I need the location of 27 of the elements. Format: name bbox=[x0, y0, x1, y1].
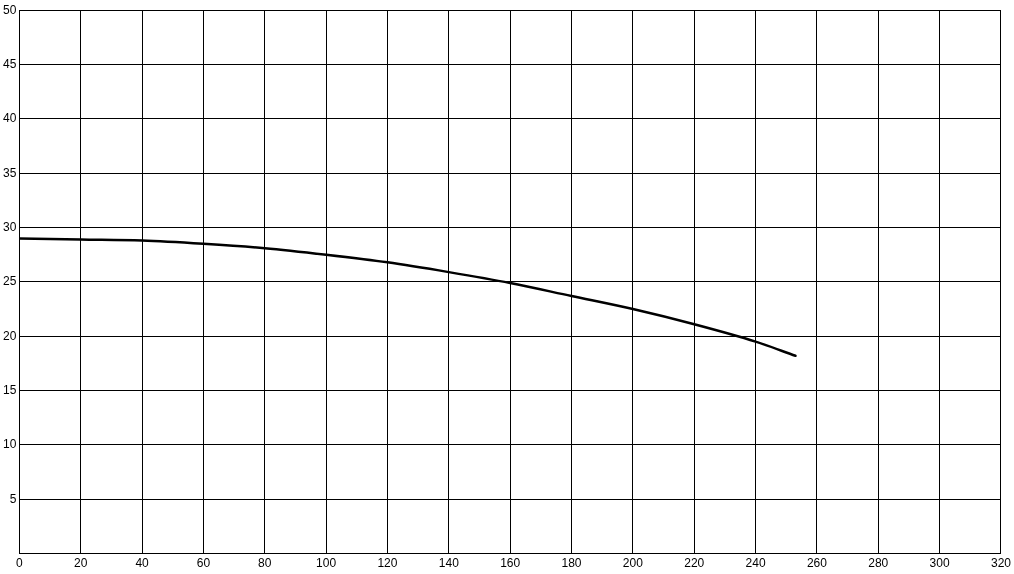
y-tick-label: 10 bbox=[2, 437, 17, 452]
x-tick-label: 120 bbox=[377, 556, 398, 571]
x-tick-label: 220 bbox=[684, 556, 705, 571]
x-tick-label: 260 bbox=[806, 556, 828, 571]
y-tick-label: 50 bbox=[2, 2, 17, 17]
y-tick-label: 30 bbox=[2, 219, 17, 234]
x-tick-label: 140 bbox=[438, 556, 460, 571]
x-tick-label: 60 bbox=[196, 556, 211, 571]
x-tick-label: 80 bbox=[258, 556, 272, 571]
y-tick-label: 40 bbox=[2, 111, 17, 126]
x-tick-label: 100 bbox=[316, 556, 337, 571]
y-tick-label: 5 bbox=[9, 491, 17, 506]
x-tick-label: 240 bbox=[745, 556, 766, 571]
x-tick-label: 40 bbox=[135, 556, 150, 571]
x-tick-label: 180 bbox=[561, 556, 582, 571]
x-tick-label: 320 bbox=[990, 556, 1012, 571]
x-tick-label: 300 bbox=[929, 556, 950, 571]
x-tick-label: 0 bbox=[16, 556, 23, 571]
x-tick-label: 160 bbox=[500, 556, 521, 571]
y-tick-label: 35 bbox=[2, 165, 17, 180]
x-tick-label: 20 bbox=[74, 556, 88, 571]
y-tick-label: 45 bbox=[2, 56, 17, 71]
x-tick-label: 280 bbox=[868, 556, 889, 571]
y-tick-label: 20 bbox=[2, 328, 17, 343]
y-tick-label: 15 bbox=[2, 382, 17, 397]
x-tick-label: 200 bbox=[622, 556, 644, 571]
y-tick-label: 25 bbox=[2, 274, 17, 289]
